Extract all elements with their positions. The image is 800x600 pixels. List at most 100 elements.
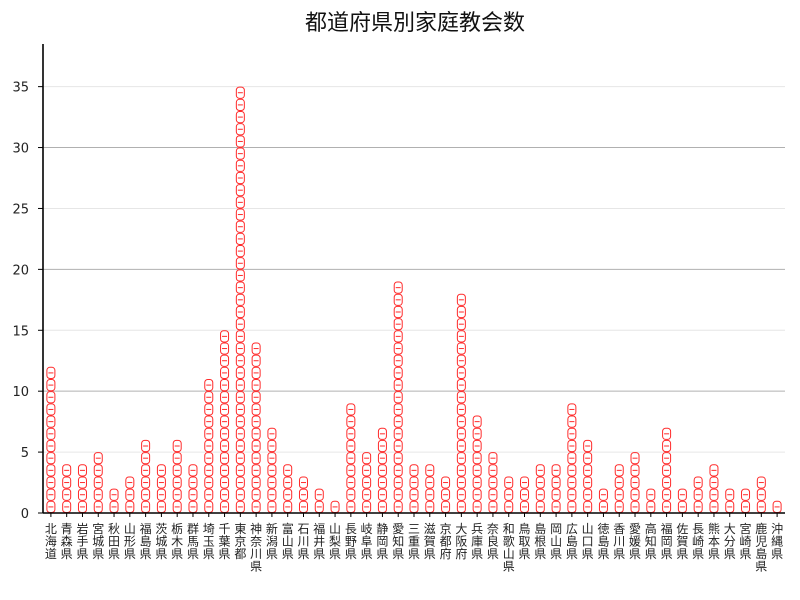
bar [456,293,466,514]
x-tick-label-char: 県 [203,547,215,561]
x-tick-label-char: 葉 [219,535,231,549]
y-tick-label: 0 [21,507,29,522]
x-tick-label-char: 潟 [266,535,278,549]
x-tick-label-char: 縄 [771,534,783,549]
x-tick-label-char: 手 [76,535,88,549]
x-tick-label: 長野県 [345,522,357,561]
bar [125,476,135,514]
x-tick-label-char: 北 [45,522,57,536]
x-tick-label-char: 奈 [250,535,262,549]
x-tick-label-char: 奈 [487,522,499,536]
x-tick-label-char: 福 [661,521,673,536]
x-tick-label: 青森県 [61,522,73,561]
x-tick-label-char: 島 [534,521,546,536]
x-tick-label: 埼玉県 [203,522,215,561]
x-tick-label: 富山県 [282,521,294,561]
y-tick-label: 20 [12,263,29,278]
bar [362,452,372,514]
x-tick-label-char: 鹿 [755,521,767,536]
bar [741,488,751,514]
x-tick-label: 香川県 [613,522,625,561]
x-tick-label-char: 山 [282,535,294,549]
x-tick-label-char: 都 [440,535,452,549]
x-tick-label-char: 茨 [155,522,167,536]
x-tick-label-char: 庫 [471,535,483,549]
x-tick-label-char: 井 [313,535,325,549]
bar [283,464,293,514]
x-tick-label-char: 静 [376,522,388,536]
x-tick-label: 群馬県 [187,522,199,561]
x-tick-label-char: 県 [597,547,609,561]
x-tick-label-char: 大 [455,522,467,536]
x-tick-label-char: 県 [613,547,625,561]
bar [488,452,498,514]
bar [346,403,356,514]
x-tick-label-char: 県 [345,547,357,561]
x-tick-label-char: 賀 [424,535,436,549]
x-tick-label-char: 県 [297,547,309,561]
x-tick-label: 愛媛県 [629,522,641,561]
x-tick-label-char: 県 [534,547,546,561]
x-tick-label-char: 知 [392,535,404,549]
x-tick-label-char: 野 [345,535,357,549]
bar [535,464,545,514]
x-tick-label-char: 山 [582,522,594,536]
x-tick-label: 高知県 [645,521,657,561]
x-tick-label-char: 良 [487,534,499,549]
x-tick-label-char: 県 [124,547,136,561]
bar [630,452,640,514]
x-tick-label: 滋賀県 [424,522,436,561]
x-tick-label-char: 石 [297,522,309,536]
x-tick-label-char: 京 [440,522,452,536]
x-tick-label-char: 宮 [740,521,752,536]
x-tick-label: 沖縄県 [771,522,783,561]
x-tick-label-char: 宮 [92,521,104,536]
x-tick-label-char: 福 [313,521,325,536]
x-tick-label-char: 川 [250,547,262,561]
x-tick-label-char: 口 [582,535,594,549]
x-tick-label: 石川県 [297,522,309,561]
x-tick-label-char: 歌 [503,534,515,549]
x-tick-label-char: 長 [345,522,357,536]
x-tick-label-char: 県 [740,547,752,561]
x-tick-label: 静岡県 [376,522,388,561]
x-tick-label: 島根県 [534,521,546,561]
bar [251,342,261,514]
x-tick-label-char: 県 [266,547,278,561]
x-tick-label-char: 岩 [76,521,88,536]
x-tick-label-char: 県 [219,547,231,561]
bar [756,476,766,514]
x-tick-label-char: 県 [771,547,783,561]
bars [46,86,782,514]
bar [677,488,687,514]
x-tick-labels: 北海道青森県岩手県宮城県秋田県山形県福島県茨城県栃木県群馬県埼玉県千葉県東京都神… [45,513,783,574]
x-tick-label-char: 新 [266,521,278,536]
x-tick-label: 兵庫県 [471,522,483,561]
x-tick-label: 広島県 [566,522,578,561]
x-tick-label-char: 玉 [203,535,215,549]
x-tick-label-char: 県 [92,547,104,561]
x-tick-label-char: 福 [140,521,152,536]
x-tick-label: 佐賀県 [676,522,688,561]
x-tick-label-char: 秋 [108,522,120,536]
x-tick-label-char: 千 [219,522,231,536]
x-tick-label: 岩手県 [76,521,88,561]
x-tick-label: 岡山県 [550,522,562,561]
bar [109,488,119,514]
x-tick-label-char: 山 [329,522,341,536]
x-tick-label-char: 愛 [629,522,641,536]
x-tick-label-char: 木 [171,535,183,549]
bar [598,488,608,514]
bar [235,86,245,514]
x-tick-label-char: 重 [408,535,420,549]
x-tick-label: 京都府 [440,522,452,561]
x-tick-label-char: 田 [108,535,120,549]
x-tick-label-char: 城 [155,535,167,549]
x-tick-label-char: 県 [503,560,515,574]
x-tick-label-char: 川 [297,535,309,549]
bar [156,464,166,514]
x-tick-label-char: 県 [471,547,483,561]
x-tick-label: 新潟県 [266,521,278,561]
x-tick-label-char: 東 [234,522,246,536]
